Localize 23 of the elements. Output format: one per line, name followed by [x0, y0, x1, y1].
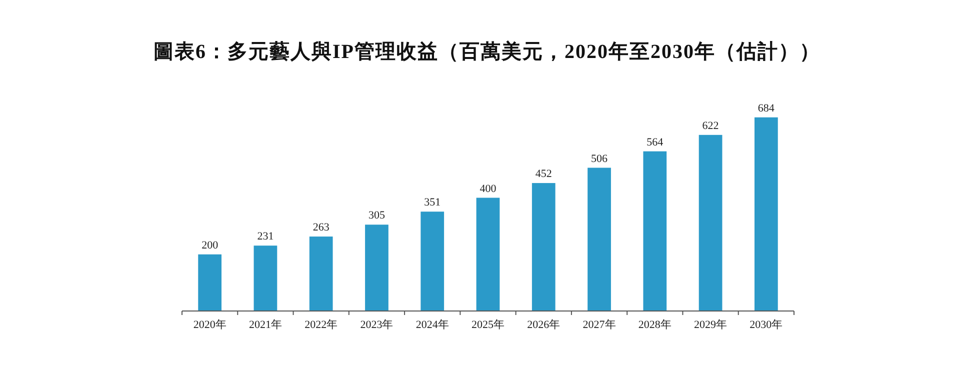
data-label: 351	[424, 196, 441, 209]
data-label: 506	[591, 152, 608, 165]
x-tick-label: 2025年	[472, 319, 504, 331]
chart-title: 圖表6：多元藝人與IP管理收益（百萬美元，2020年至2030年（估計））	[154, 40, 820, 63]
x-tick-label: 2028年	[638, 319, 672, 331]
data-label: 400	[480, 182, 497, 195]
x-tick-label: 2029年	[694, 319, 728, 331]
data-label: 263	[312, 222, 330, 234]
x-tick-label: 2021年	[248, 319, 282, 331]
x-tick-label: 2026年	[527, 319, 560, 331]
data-label: 305	[368, 210, 386, 222]
data-label: 684	[758, 102, 775, 114]
x-tick-label: 2023年	[360, 319, 394, 331]
data-label: 564	[646, 136, 664, 148]
x-tick-label: 2020年	[193, 319, 226, 331]
x-tick-label: 2030年	[750, 319, 783, 331]
x-tick-label: 2027年	[582, 319, 616, 331]
data-label: 622	[702, 120, 719, 132]
data-label: 452	[535, 168, 552, 180]
data-label: 200	[202, 239, 219, 252]
x-tick-label: 2022年	[304, 319, 338, 331]
data-label: 231	[257, 230, 274, 243]
x-tick-label: 2024年	[416, 319, 449, 331]
